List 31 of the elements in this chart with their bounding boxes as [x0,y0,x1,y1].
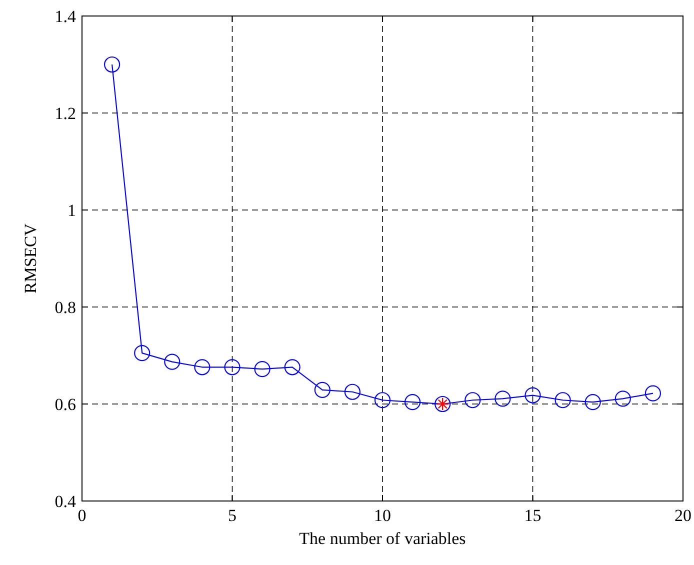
point [284,359,300,376]
x-tick-label: 5 [228,506,236,525]
point [524,387,541,404]
point [224,359,240,376]
y-tick-label: 0.8 [54,298,76,317]
point [644,385,661,402]
point [164,354,180,370]
y-tick-label: 0.6 [54,395,76,414]
point [134,345,150,362]
point [314,382,330,398]
y-tick-label: 1 [68,201,76,220]
point [374,392,391,408]
point [194,359,210,376]
x-tick-label: 15 [524,506,542,525]
point [614,390,631,407]
x-tick-label: 20 [674,506,692,525]
x-tick-label: 10 [374,506,391,525]
point [104,56,120,73]
y-tick-label: 1.4 [54,7,76,26]
point [584,394,601,410]
point [404,394,421,410]
y-tick-label: 0.4 [54,492,76,511]
y-tick-label: 1.2 [54,104,76,123]
point [344,384,360,400]
point [464,392,481,408]
point [494,390,511,407]
y-axis-title: RMSECV [21,222,40,294]
point [254,361,270,378]
x-axis-title: The number of variables [299,529,466,548]
point [554,392,571,408]
x-tick-label: 0 [78,506,86,525]
